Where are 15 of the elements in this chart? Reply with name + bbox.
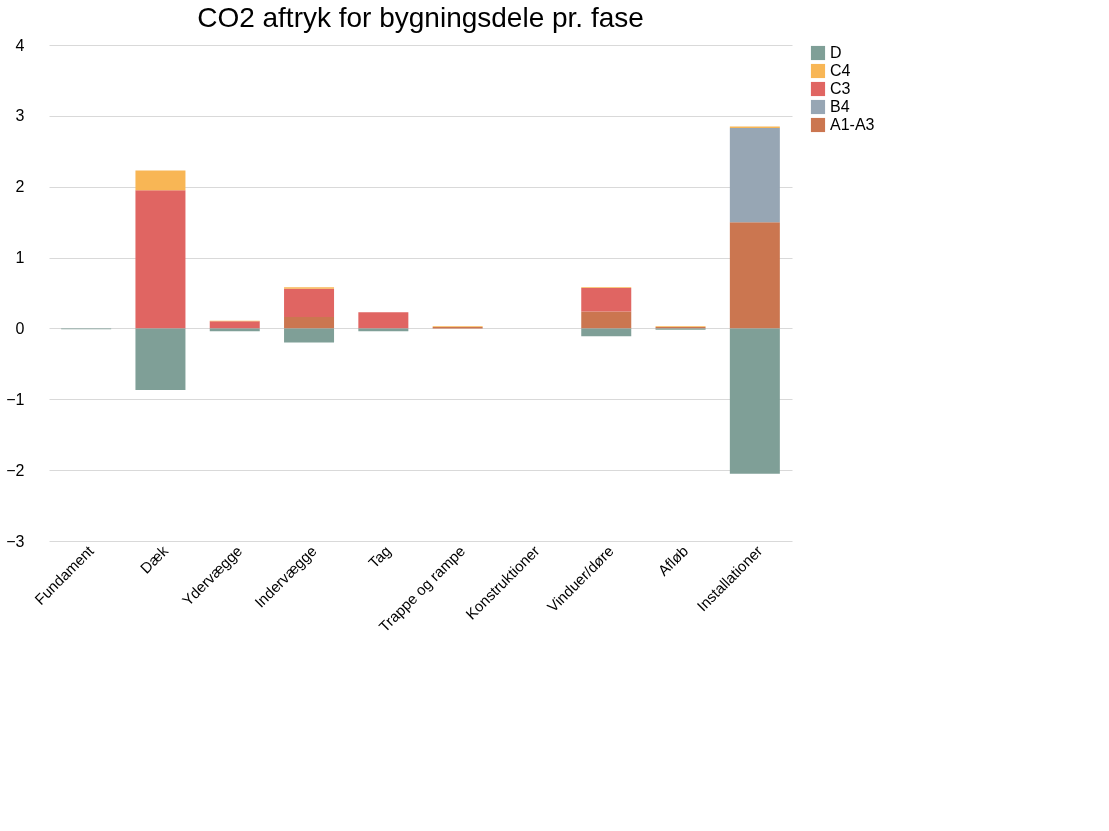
y-tick-label: 4 bbox=[15, 36, 25, 54]
legend-label: B4 bbox=[830, 98, 850, 115]
y-tick-label: 3 bbox=[15, 107, 25, 125]
x-tick-label: Tag bbox=[364, 542, 394, 572]
y-tick-label: 0 bbox=[15, 319, 25, 337]
y-tick-label: 1 bbox=[15, 249, 25, 267]
legend-label: C4 bbox=[830, 62, 851, 79]
chart-title: CO2 aftryk for bygningsdele pr. fase bbox=[197, 2, 644, 33]
legend-label: C3 bbox=[830, 80, 851, 97]
y-tick-label: −2 bbox=[6, 461, 25, 479]
y-tick-label: 2 bbox=[15, 178, 25, 196]
legend-label: D bbox=[830, 44, 842, 61]
legend-label: A1-A3 bbox=[830, 116, 875, 133]
y-tick-label: −3 bbox=[6, 532, 25, 550]
y-tick-label: −1 bbox=[6, 390, 25, 408]
